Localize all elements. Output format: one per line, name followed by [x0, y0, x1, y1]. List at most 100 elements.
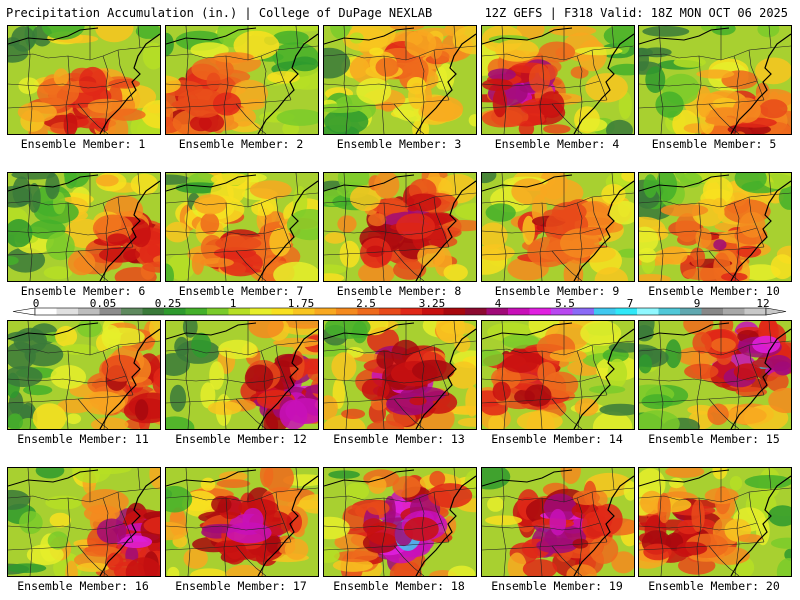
colorbar-segment — [508, 308, 530, 315]
colorbar-segment — [486, 308, 509, 315]
ensemble-map-panel — [323, 172, 477, 282]
ensemble-member-label: Ensemble Member: 12 — [175, 432, 307, 446]
ensemble-member-label: Ensemble Member: 19 — [491, 579, 623, 593]
ensemble-map-panel — [7, 25, 161, 135]
ensemble-map-panel — [481, 320, 635, 430]
ensemble-member-label: Ensemble Member: 13 — [333, 432, 465, 446]
colorbar-right-arrow — [765, 307, 787, 316]
colorbar-tick-label: 1.75 — [287, 297, 315, 310]
colorbar-segment — [314, 308, 337, 315]
ensemble-member-label: Ensemble Member: 5 — [651, 137, 777, 151]
precipitation-map — [482, 26, 634, 134]
colorbar-tick-label: 2.5 — [356, 297, 376, 310]
precipitation-map — [166, 173, 318, 281]
precipitation-map — [166, 468, 318, 576]
header: Precipitation Accumulation (in.) | Colle… — [0, 0, 800, 22]
colorbar-segment — [250, 308, 272, 315]
colorbar-tick-label: 5.5 — [555, 297, 575, 310]
colorbar-segment — [228, 308, 251, 315]
model-valid-time: 12Z GEFS | F318 Valid: 18Z MON OCT 06 20… — [484, 6, 788, 20]
colorbar-left-arrow — [12, 307, 36, 316]
precipitation-map — [639, 468, 791, 576]
precipitation-map — [8, 321, 160, 429]
precipitation-map — [639, 26, 791, 134]
colorbar-segment — [701, 308, 724, 315]
ensemble-map-panel — [638, 320, 792, 430]
ensemble-map-panel — [638, 172, 792, 282]
colorbar-tick-label: 0 — [32, 297, 40, 310]
ensemble-map-panel — [165, 25, 319, 135]
ensemble-member-label: Ensemble Member: 7 — [178, 284, 304, 298]
ensemble-member-label: Ensemble Member: 17 — [175, 579, 307, 593]
ensemble-map-panel — [481, 467, 635, 577]
colorbar-segment — [637, 308, 659, 315]
precipitation-map — [324, 26, 476, 134]
ensemble-map-panel — [165, 467, 319, 577]
colorbar-segment — [422, 308, 444, 315]
precipitation-map — [482, 321, 634, 429]
colorbar-segment — [379, 308, 401, 315]
colorbar-tick-label: 4 — [494, 297, 502, 310]
ensemble-map-panel — [323, 320, 477, 430]
ensemble-member-label: Ensemble Member: 6 — [20, 284, 146, 298]
colorbar-tick-label: 7 — [626, 297, 634, 310]
precipitation-map — [8, 26, 160, 134]
ensemble-member-label: Ensemble Member: 4 — [494, 137, 620, 151]
colorbar-segment — [680, 308, 702, 315]
ensemble-member-label: Ensemble Member: 10 — [648, 284, 780, 298]
colorbar-tick-label: 3.25 — [418, 297, 446, 310]
ensemble-map-panel — [7, 320, 161, 430]
colorbar-segment — [164, 308, 186, 315]
colorbar-tick-label: 1 — [229, 297, 237, 310]
ensemble-member-label: Ensemble Member: 9 — [494, 284, 620, 298]
ensemble-member-label: Ensemble Member: 18 — [333, 579, 465, 593]
ensemble-member-label: Ensemble Member: 16 — [17, 579, 149, 593]
ensemble-member-label: Ensemble Member: 20 — [648, 579, 780, 593]
precipitation-map — [324, 321, 476, 429]
colorbar-segment — [99, 308, 122, 315]
colorbar-segment — [400, 308, 423, 315]
colorbar-segment — [35, 308, 57, 315]
ensemble-member-label: Ensemble Member: 8 — [336, 284, 462, 298]
precipitation-map — [166, 26, 318, 134]
colorbar-segment — [207, 308, 229, 315]
ensemble-map-panel — [165, 320, 319, 430]
precipitation-colorbar — [0, 296, 800, 320]
colorbar-segment — [336, 308, 358, 315]
colorbar-tick-label: 9 — [693, 297, 701, 310]
colorbar-segment — [572, 308, 595, 315]
precipitation-map — [639, 321, 791, 429]
colorbar-tick-label: 0.05 — [89, 297, 117, 310]
colorbar-segment — [465, 308, 487, 315]
colorbar-segment — [443, 308, 466, 315]
precipitation-map — [482, 468, 634, 576]
colorbar-segment — [615, 308, 638, 315]
colorbar-tick-label: 0.25 — [154, 297, 182, 310]
ensemble-map-panel — [323, 467, 477, 577]
ensemble-member-label: Ensemble Member: 3 — [336, 137, 462, 151]
ensemble-member-label: Ensemble Member: 15 — [648, 432, 780, 446]
precipitation-map — [8, 173, 160, 281]
colorbar-segment — [744, 308, 767, 315]
colorbar-segment — [78, 308, 100, 315]
precipitation-map — [166, 321, 318, 429]
product-title: Precipitation Accumulation (in.) | Colle… — [6, 6, 433, 20]
colorbar-segment — [185, 308, 208, 315]
precipitation-map — [482, 173, 634, 281]
colorbar-segment — [594, 308, 616, 315]
colorbar-segment — [142, 308, 165, 315]
ensemble-member-label: Ensemble Member: 11 — [17, 432, 149, 446]
colorbar-segment — [551, 308, 573, 315]
ensemble-map-panel — [638, 25, 792, 135]
ensemble-map-panel — [165, 172, 319, 282]
ensemble-map-panel — [481, 172, 635, 282]
colorbar-segment — [529, 308, 552, 315]
colorbar-segment — [121, 308, 143, 315]
colorbar-tick-label: 12 — [756, 297, 770, 310]
colorbar-segment — [56, 308, 79, 315]
ensemble-member-label: Ensemble Member: 14 — [491, 432, 623, 446]
ensemble-member-label: Ensemble Member: 2 — [178, 137, 304, 151]
ensemble-map-panel — [323, 25, 477, 135]
ensemble-map-panel — [7, 172, 161, 282]
colorbar-segment — [723, 308, 745, 315]
